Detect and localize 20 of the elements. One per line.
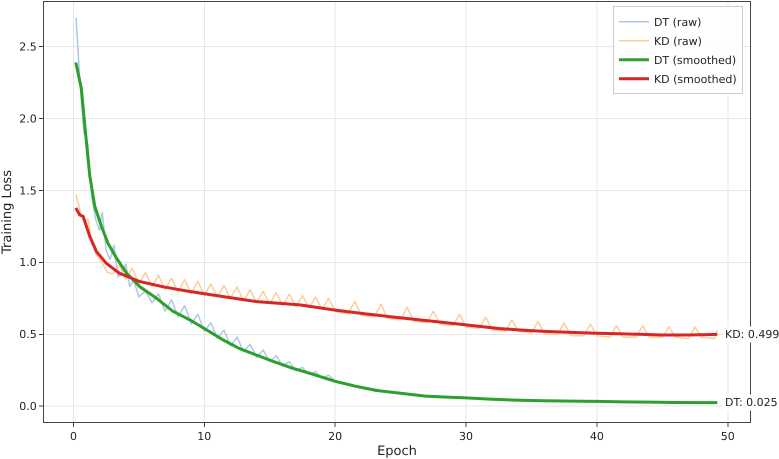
y-tick-label: 0.0 <box>19 400 37 414</box>
x-axis-title: Epoch <box>377 444 417 459</box>
x-tick-label: 40 <box>590 430 604 444</box>
y-tick-label: 0.5 <box>19 328 37 342</box>
y-tick-label: 1.0 <box>19 256 37 270</box>
y-tick-label: 1.5 <box>19 184 37 198</box>
y-tick-label: 2.5 <box>19 40 37 54</box>
legend-label: KD (raw) <box>654 34 702 48</box>
x-tick-label: 50 <box>720 430 735 444</box>
annotation: KD: 0.499 <box>725 328 779 341</box>
annotation: DT: 0.025 <box>725 396 778 409</box>
x-tick-label: 20 <box>328 430 342 444</box>
y-tick-label: 2.0 <box>19 112 37 126</box>
x-tick-label: 10 <box>197 430 212 444</box>
x-tick-label: 30 <box>459 430 474 444</box>
legend-label: KD (smoothed) <box>654 72 737 86</box>
legend-label: DT (raw) <box>654 16 702 29</box>
legend-label: DT (smoothed) <box>654 54 736 67</box>
y-axis-title: Training Loss <box>0 170 15 255</box>
x-tick-label: 0 <box>70 430 77 444</box>
